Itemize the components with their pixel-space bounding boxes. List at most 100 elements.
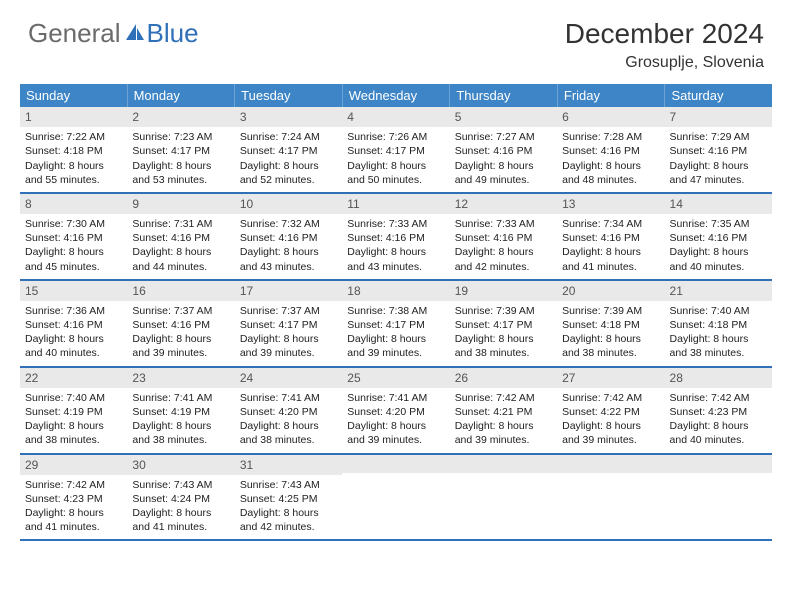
day-number: 13 [557, 194, 664, 214]
day-body: Sunrise: 7:43 AMSunset: 4:25 PMDaylight:… [235, 475, 342, 540]
day-body: Sunrise: 7:34 AMSunset: 4:16 PMDaylight:… [557, 214, 664, 279]
day-number: 7 [665, 107, 772, 127]
daylight-line: Daylight: 8 hours and 47 minutes. [670, 159, 767, 187]
sunrise-line: Sunrise: 7:24 AM [240, 130, 337, 144]
day-number: 5 [450, 107, 557, 127]
day-body [557, 473, 664, 525]
day-cell: 24Sunrise: 7:41 AMSunset: 4:20 PMDayligh… [235, 368, 342, 453]
daylight-line: Daylight: 8 hours and 38 minutes. [670, 332, 767, 360]
weekday-header: Sunday [20, 84, 128, 107]
day-cell: 18Sunrise: 7:38 AMSunset: 4:17 PMDayligh… [342, 281, 449, 366]
day-number [342, 455, 449, 473]
daylight-line: Daylight: 8 hours and 39 minutes. [455, 419, 552, 447]
day-body: Sunrise: 7:35 AMSunset: 4:16 PMDaylight:… [665, 214, 772, 279]
day-body: Sunrise: 7:40 AMSunset: 4:18 PMDaylight:… [665, 301, 772, 366]
sunset-line: Sunset: 4:16 PM [25, 231, 122, 245]
sunset-line: Sunset: 4:23 PM [670, 405, 767, 419]
day-body: Sunrise: 7:41 AMSunset: 4:20 PMDaylight:… [235, 388, 342, 453]
daylight-line: Daylight: 8 hours and 53 minutes. [132, 159, 229, 187]
daylight-line: Daylight: 8 hours and 43 minutes. [347, 245, 444, 273]
brand-part2: Blue [147, 18, 199, 49]
day-body: Sunrise: 7:40 AMSunset: 4:19 PMDaylight:… [20, 388, 127, 453]
sunset-line: Sunset: 4:19 PM [25, 405, 122, 419]
sunrise-line: Sunrise: 7:33 AM [347, 217, 444, 231]
day-body: Sunrise: 7:42 AMSunset: 4:23 PMDaylight:… [20, 475, 127, 540]
day-body: Sunrise: 7:37 AMSunset: 4:16 PMDaylight:… [127, 301, 234, 366]
day-body: Sunrise: 7:32 AMSunset: 4:16 PMDaylight:… [235, 214, 342, 279]
day-number: 26 [450, 368, 557, 388]
daylight-line: Daylight: 8 hours and 38 minutes. [25, 419, 122, 447]
day-number: 15 [20, 281, 127, 301]
day-cell: 11Sunrise: 7:33 AMSunset: 4:16 PMDayligh… [342, 194, 449, 279]
day-cell [665, 455, 772, 540]
sunset-line: Sunset: 4:16 PM [562, 231, 659, 245]
sunrise-line: Sunrise: 7:30 AM [25, 217, 122, 231]
day-number: 6 [557, 107, 664, 127]
weekday-header: Tuesday [235, 84, 343, 107]
day-cell: 12Sunrise: 7:33 AMSunset: 4:16 PMDayligh… [450, 194, 557, 279]
sunrise-line: Sunrise: 7:37 AM [240, 304, 337, 318]
daylight-line: Daylight: 8 hours and 39 minutes. [240, 332, 337, 360]
sunrise-line: Sunrise: 7:27 AM [455, 130, 552, 144]
day-cell [557, 455, 664, 540]
location-label: Grosuplje, Slovenia [565, 54, 764, 72]
day-number: 1 [20, 107, 127, 127]
sunset-line: Sunset: 4:20 PM [240, 405, 337, 419]
day-body [342, 473, 449, 525]
brand-logo: General Blue [28, 18, 199, 49]
day-number [450, 455, 557, 473]
day-number: 27 [557, 368, 664, 388]
day-cell: 19Sunrise: 7:39 AMSunset: 4:17 PMDayligh… [450, 281, 557, 366]
day-body: Sunrise: 7:36 AMSunset: 4:16 PMDaylight:… [20, 301, 127, 366]
sunrise-line: Sunrise: 7:42 AM [670, 391, 767, 405]
sunrise-line: Sunrise: 7:39 AM [562, 304, 659, 318]
sunset-line: Sunset: 4:17 PM [347, 144, 444, 158]
day-body: Sunrise: 7:24 AMSunset: 4:17 PMDaylight:… [235, 127, 342, 192]
day-body: Sunrise: 7:42 AMSunset: 4:22 PMDaylight:… [557, 388, 664, 453]
day-number: 21 [665, 281, 772, 301]
calendar-grid: SundayMondayTuesdayWednesdayThursdayFrid… [20, 84, 772, 541]
week-row: 1Sunrise: 7:22 AMSunset: 4:18 PMDaylight… [20, 107, 772, 194]
daylight-line: Daylight: 8 hours and 49 minutes. [455, 159, 552, 187]
week-row: 22Sunrise: 7:40 AMSunset: 4:19 PMDayligh… [20, 368, 772, 455]
day-number: 24 [235, 368, 342, 388]
day-number: 18 [342, 281, 449, 301]
day-number: 17 [235, 281, 342, 301]
day-body: Sunrise: 7:38 AMSunset: 4:17 PMDaylight:… [342, 301, 449, 366]
sunrise-line: Sunrise: 7:37 AM [132, 304, 229, 318]
sunrise-line: Sunrise: 7:34 AM [562, 217, 659, 231]
day-body: Sunrise: 7:41 AMSunset: 4:20 PMDaylight:… [342, 388, 449, 453]
day-number: 12 [450, 194, 557, 214]
sunset-line: Sunset: 4:16 PM [132, 231, 229, 245]
day-body: Sunrise: 7:42 AMSunset: 4:23 PMDaylight:… [665, 388, 772, 453]
day-number: 16 [127, 281, 234, 301]
day-cell: 7Sunrise: 7:29 AMSunset: 4:16 PMDaylight… [665, 107, 772, 192]
day-number: 23 [127, 368, 234, 388]
sunset-line: Sunset: 4:16 PM [25, 318, 122, 332]
weekday-header: Saturday [665, 84, 772, 107]
day-cell: 10Sunrise: 7:32 AMSunset: 4:16 PMDayligh… [235, 194, 342, 279]
sunset-line: Sunset: 4:18 PM [670, 318, 767, 332]
sunrise-line: Sunrise: 7:22 AM [25, 130, 122, 144]
daylight-line: Daylight: 8 hours and 39 minutes. [132, 332, 229, 360]
sunrise-line: Sunrise: 7:41 AM [240, 391, 337, 405]
daylight-line: Daylight: 8 hours and 42 minutes. [455, 245, 552, 273]
sunset-line: Sunset: 4:16 PM [455, 231, 552, 245]
sunset-line: Sunset: 4:19 PM [132, 405, 229, 419]
weekday-header-row: SundayMondayTuesdayWednesdayThursdayFrid… [20, 84, 772, 107]
sunset-line: Sunset: 4:16 PM [347, 231, 444, 245]
day-cell: 31Sunrise: 7:43 AMSunset: 4:25 PMDayligh… [235, 455, 342, 540]
daylight-line: Daylight: 8 hours and 41 minutes. [25, 506, 122, 534]
daylight-line: Daylight: 8 hours and 43 minutes. [240, 245, 337, 273]
day-number: 19 [450, 281, 557, 301]
sunrise-line: Sunrise: 7:39 AM [455, 304, 552, 318]
day-body: Sunrise: 7:23 AMSunset: 4:17 PMDaylight:… [127, 127, 234, 192]
sunrise-line: Sunrise: 7:38 AM [347, 304, 444, 318]
daylight-line: Daylight: 8 hours and 39 minutes. [562, 419, 659, 447]
daylight-line: Daylight: 8 hours and 38 minutes. [132, 419, 229, 447]
sunrise-line: Sunrise: 7:40 AM [25, 391, 122, 405]
sunset-line: Sunset: 4:24 PM [132, 492, 229, 506]
weekday-header: Thursday [450, 84, 558, 107]
daylight-line: Daylight: 8 hours and 50 minutes. [347, 159, 444, 187]
day-body: Sunrise: 7:31 AMSunset: 4:16 PMDaylight:… [127, 214, 234, 279]
